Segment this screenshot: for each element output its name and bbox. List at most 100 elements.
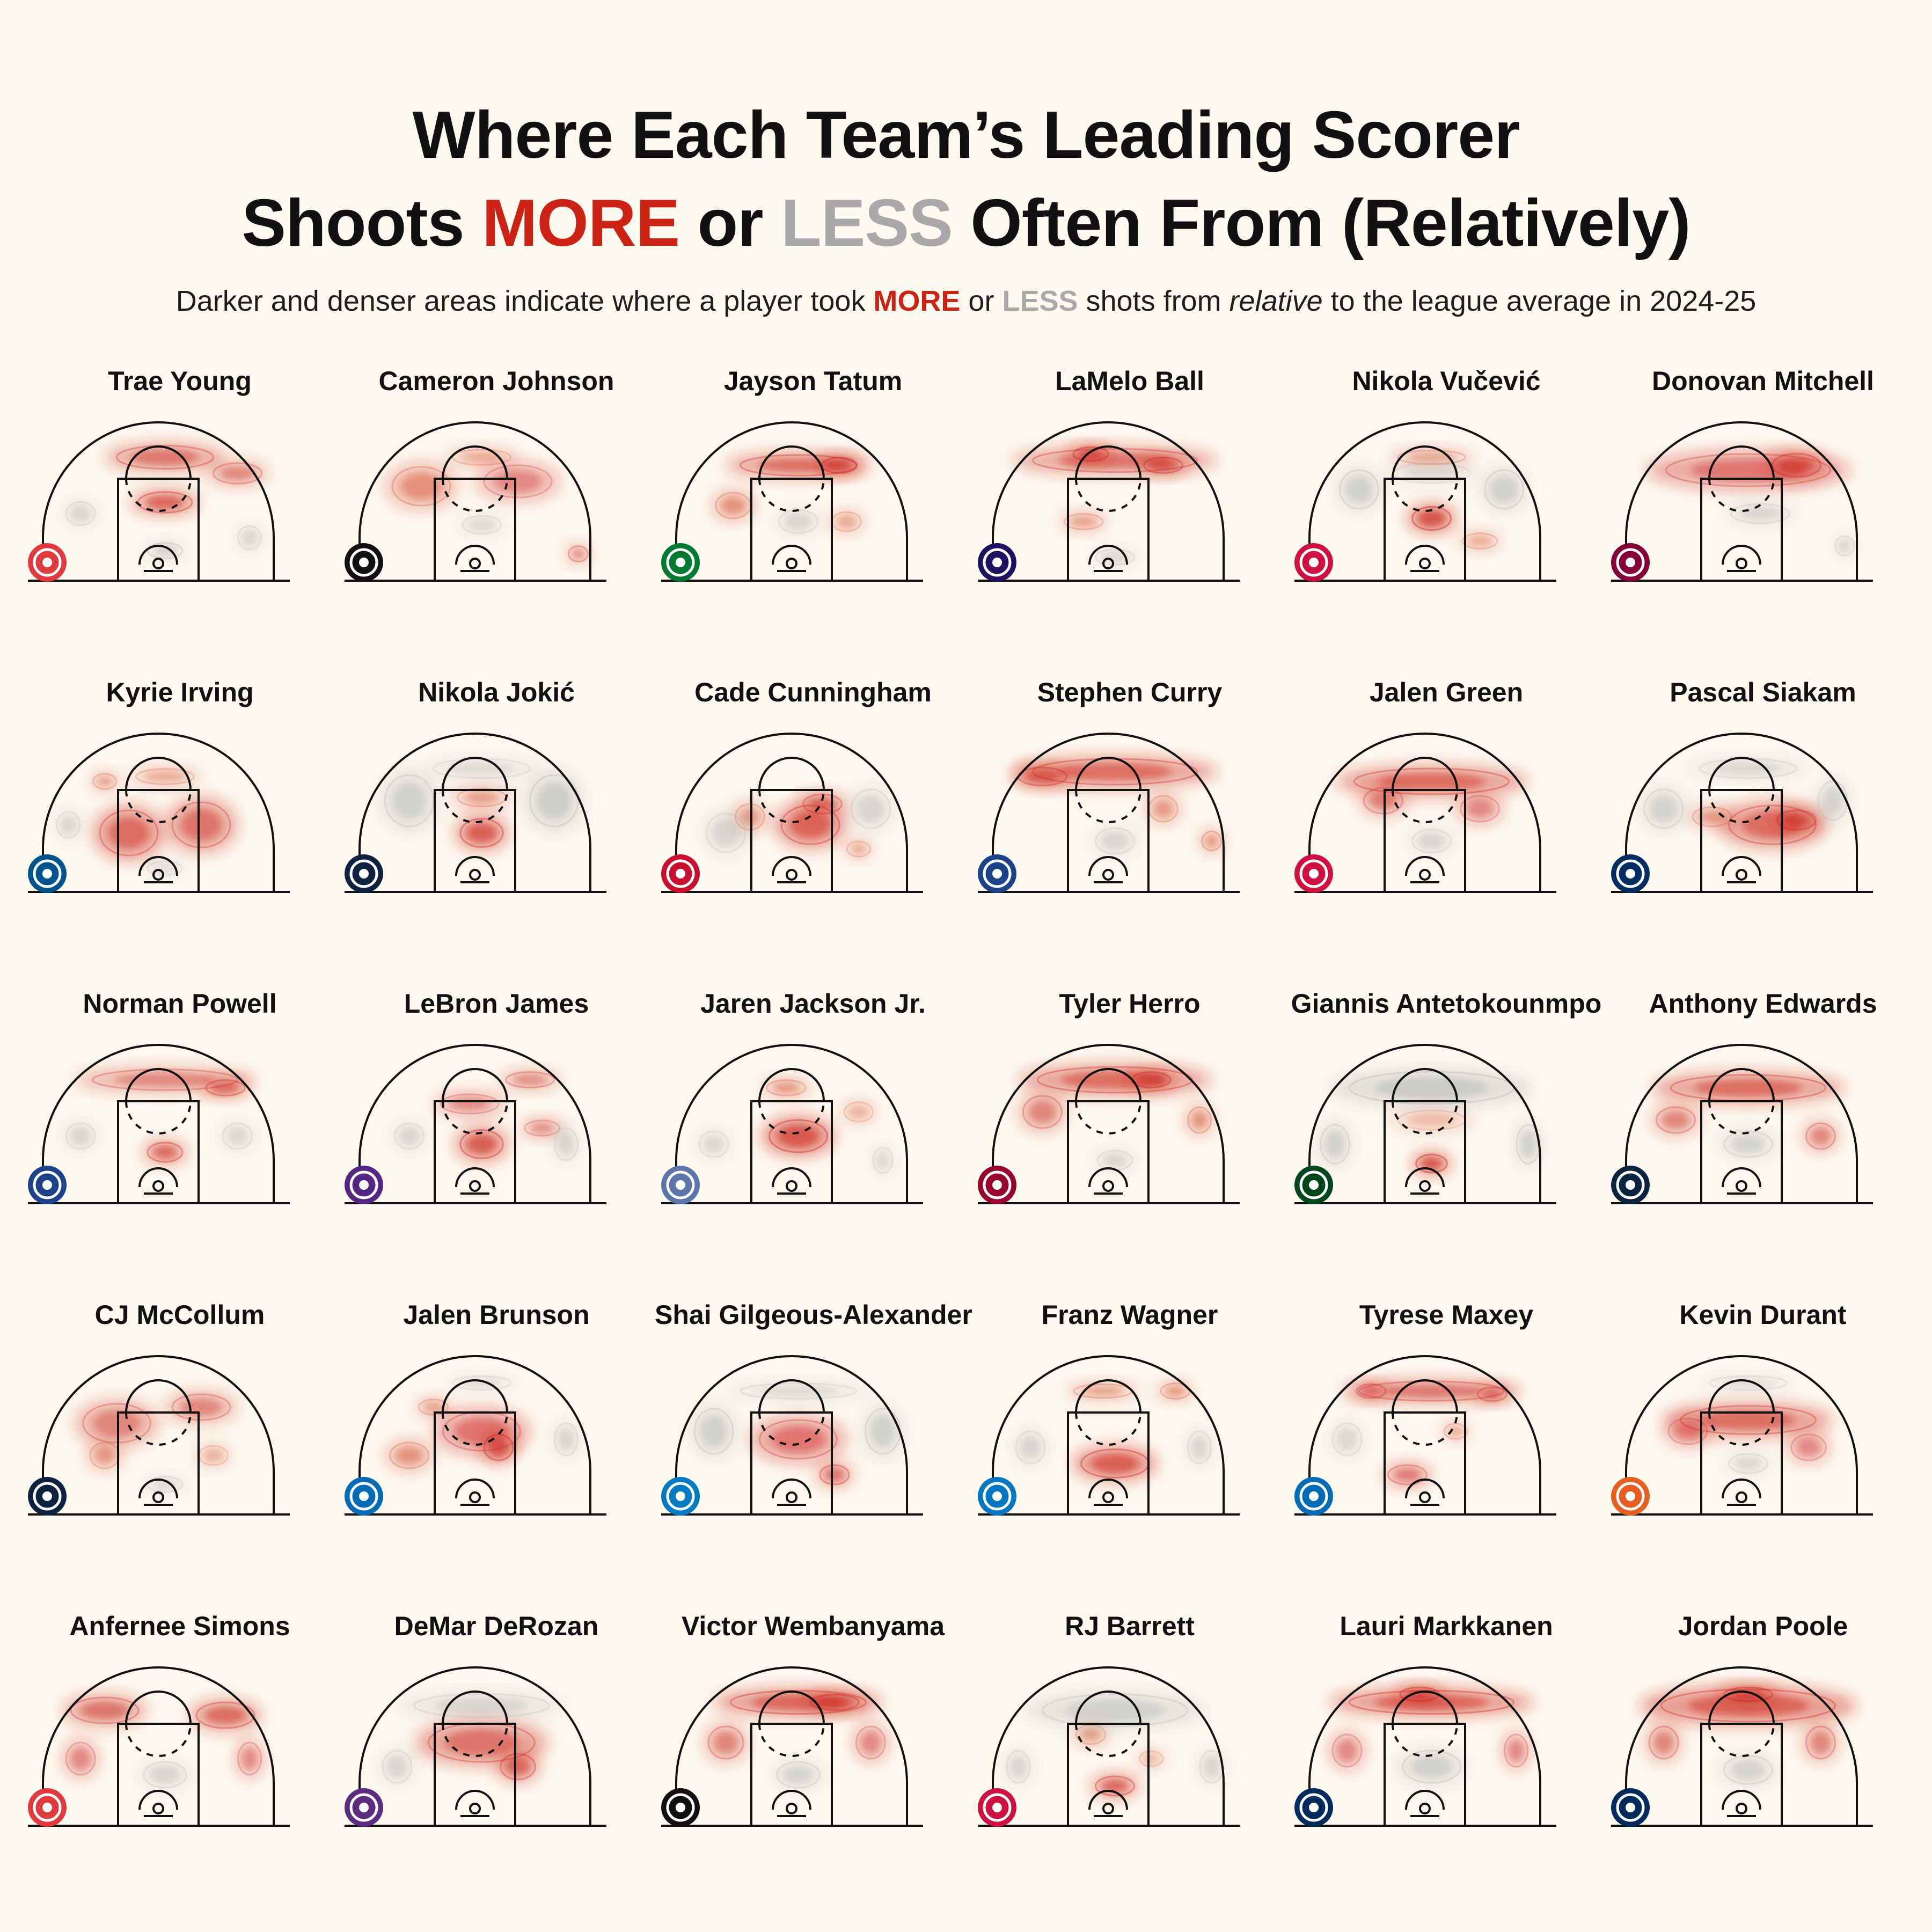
less-density-core: [1823, 787, 1843, 814]
player-panel: Kyrie Irving: [21, 667, 338, 978]
magic-logo: [978, 1477, 1016, 1516]
player-name: Franz Wagner: [1041, 1300, 1218, 1330]
court-lines: [345, 1666, 606, 1827]
title-text-1: Where Each Team’s Leading Scorer: [412, 98, 1520, 172]
player-panel: Jayson Tatum: [655, 355, 971, 667]
free-throw-circle-bottom: [1392, 1101, 1458, 1135]
density-contour: [147, 1141, 184, 1163]
less-density-core: [1020, 1436, 1041, 1459]
more-density-core: [513, 1074, 547, 1085]
more-density-core: [1153, 800, 1174, 818]
player-name: Victor Wembanyama: [681, 1611, 945, 1641]
rim: [469, 558, 481, 569]
more-density-core: [1205, 834, 1218, 848]
less-density-core: [1337, 1428, 1357, 1451]
free-throw-circle-top: [1392, 1690, 1458, 1724]
three-point-line: [1308, 1666, 1541, 1826]
court-lines: [1294, 733, 1556, 893]
less-density-core: [1191, 1436, 1208, 1459]
player-name: LaMelo Ball: [1055, 366, 1204, 396]
more-density-core: [449, 1097, 490, 1111]
jazz-logo: [1294, 1788, 1333, 1827]
rim: [152, 558, 164, 569]
more-density-core: [1191, 1111, 1208, 1129]
free-throw-circle-bottom: [1075, 1412, 1141, 1446]
pistons-logo: [661, 854, 700, 893]
more-density-core: [572, 548, 585, 559]
more-density-core: [818, 1697, 851, 1708]
three-point-line: [42, 421, 275, 581]
court-lines: [978, 1044, 1240, 1204]
more-density-core: [773, 1082, 800, 1093]
player-name: DeMar DeRozan: [394, 1611, 599, 1641]
court-heatmap: [345, 421, 606, 582]
free-throw-circle-top: [442, 757, 508, 791]
more-density-core: [1810, 1731, 1831, 1754]
density-layer: [385, 1374, 581, 1472]
density-contour: [65, 501, 96, 526]
more-density-core: [488, 1438, 509, 1457]
three-point-line: [992, 733, 1225, 892]
subtitle-relative-emphasis: relative: [1229, 285, 1323, 317]
player-panel: Anthony Edwards: [1605, 978, 1921, 1289]
celtics-logo: [661, 543, 700, 582]
court-heatmap: [345, 733, 606, 893]
title-text-2b: or: [679, 186, 781, 260]
more-density-core: [1408, 452, 1455, 462]
free-throw-circle-top: [1708, 1068, 1775, 1102]
density-contour: [1331, 1422, 1363, 1457]
more-density-core: [1674, 1422, 1701, 1440]
more-density-core: [465, 791, 499, 804]
court-heatmap: [28, 1044, 290, 1204]
density-contour: [452, 1375, 511, 1391]
court-lines: [28, 1666, 290, 1827]
density-layer: [711, 452, 871, 536]
density-layer: [1012, 756, 1224, 857]
rim: [786, 1180, 797, 1192]
restricted-area: [772, 856, 811, 876]
density-contour: [1095, 827, 1135, 855]
density-contour: [1187, 1106, 1212, 1134]
free-throw-circle-top: [1392, 757, 1458, 791]
player-panel: Trae Young: [21, 355, 338, 667]
less-density-core: [1731, 1135, 1765, 1153]
more-density-core: [1408, 1113, 1455, 1127]
density-layer: [62, 443, 268, 560]
court-heatmap: [1294, 421, 1556, 582]
density-contour: [65, 1741, 96, 1776]
thunder-logo: [661, 1477, 700, 1516]
more-density-core: [1092, 1453, 1138, 1474]
more-density-core: [1080, 1728, 1101, 1741]
paint: [750, 1411, 833, 1516]
paint: [750, 789, 833, 893]
density-contour: [171, 801, 231, 848]
player-name: Nikola Jokić: [418, 677, 575, 707]
more-density-core: [1783, 813, 1810, 827]
density-contour: [1032, 448, 1198, 473]
rim: [1419, 1491, 1431, 1503]
density-contour: [1656, 1106, 1696, 1134]
more-density-core: [1058, 763, 1172, 781]
density-contour: [1443, 1423, 1468, 1440]
rim: [786, 558, 797, 569]
restricted-area: [1405, 1479, 1445, 1499]
court-heatmap: [345, 1044, 606, 1204]
court-heatmap: [661, 421, 923, 582]
player-name: Tyler Herro: [1059, 989, 1201, 1019]
small-multiples-grid: Trae Young Cameron Johnson Jayson Tatum LaM…: [21, 355, 1921, 1912]
subtitle: Darker and denser areas indicate where a…: [0, 282, 1932, 320]
less-density-core: [468, 518, 495, 531]
more-density-core: [145, 771, 185, 782]
density-contour: [70, 1696, 140, 1724]
more-density-core: [1370, 792, 1397, 810]
less-density-core: [1650, 795, 1677, 822]
rim: [152, 1491, 164, 1503]
more-density-core: [462, 452, 502, 463]
less-density-core: [227, 1127, 248, 1145]
court-lines: [345, 1355, 606, 1516]
density-contour: [413, 1693, 550, 1718]
restricted-area: [1088, 1167, 1128, 1188]
three-point-line: [675, 421, 908, 581]
density-contour: [1461, 532, 1498, 550]
court-heatmap: [661, 1666, 923, 1827]
